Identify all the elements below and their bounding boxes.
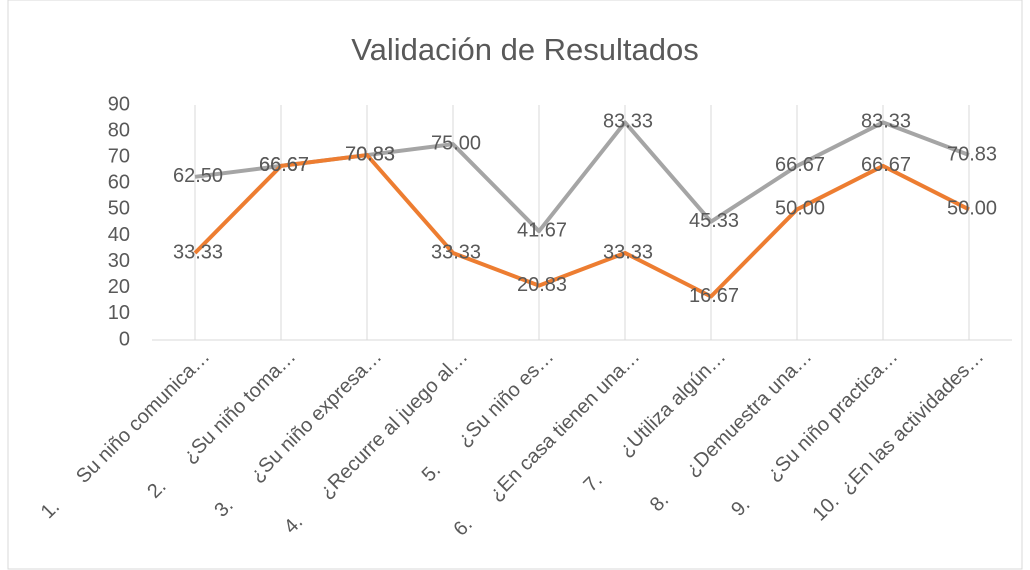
data-label: 50.00 <box>947 198 997 220</box>
data-label: 70.83 <box>345 143 395 165</box>
data-label: 70.83 <box>947 143 997 165</box>
data-label: 41.67 <box>517 219 567 241</box>
data-label: 66.67 <box>259 154 309 176</box>
y-tick-label: 70 <box>108 146 130 168</box>
data-label: 45.33 <box>689 210 739 232</box>
data-label: 66.67 <box>259 154 309 176</box>
data-label: 83.33 <box>603 111 653 133</box>
y-tick-label: 20 <box>108 276 130 298</box>
data-label: 66.67 <box>775 154 825 176</box>
y-tick-label: 40 <box>108 224 130 246</box>
y-tick-label: 30 <box>108 250 130 272</box>
y-tick-label: 50 <box>108 198 130 220</box>
data-label: 33.33 <box>431 241 481 263</box>
data-label: 70.83 <box>345 143 395 165</box>
chart-title: Validación de Resultados <box>351 32 699 67</box>
y-tick-label: 0 <box>119 328 130 350</box>
data-label: 33.33 <box>603 241 653 263</box>
data-label: 83.33 <box>861 111 911 133</box>
data-label: 66.67 <box>861 154 911 176</box>
data-label: 20.83 <box>517 274 567 296</box>
series-line <box>193 153 970 299</box>
data-label: 62.50 <box>173 165 223 187</box>
y-tick-label: 90 <box>108 93 130 115</box>
y-tick-label: 10 <box>108 302 130 324</box>
y-tick-label: 80 <box>108 119 130 141</box>
data-label: 50.00 <box>775 198 825 220</box>
y-tick-label: 60 <box>108 172 130 194</box>
data-label: 33.33 <box>173 241 223 263</box>
chart-frame <box>7 0 1023 570</box>
data-label: 75.00 <box>431 132 481 154</box>
data-label: 16.67 <box>689 285 739 307</box>
